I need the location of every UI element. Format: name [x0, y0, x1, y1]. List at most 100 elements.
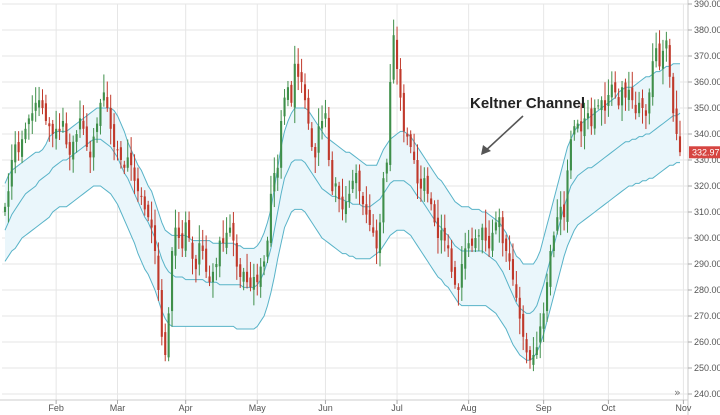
candle-body — [41, 100, 44, 108]
candle-body — [188, 220, 191, 238]
candle-body — [256, 274, 259, 283]
candle — [450, 239, 453, 279]
candle-body — [413, 151, 416, 160]
candle — [494, 211, 497, 235]
candle-body — [222, 238, 225, 244]
time-axis: FebMarAprMayJunJulAugSepOctNovDec — [48, 400, 692, 413]
candle — [433, 200, 436, 227]
candle-body — [566, 170, 569, 222]
candle-body — [610, 84, 613, 98]
candle — [188, 211, 191, 242]
candle-body — [668, 45, 671, 77]
candle — [126, 139, 129, 172]
candle — [661, 39, 665, 85]
candle-body — [447, 245, 450, 249]
candle — [522, 305, 525, 351]
candle-body — [20, 139, 24, 157]
candle-body — [467, 243, 470, 249]
candle-body — [280, 121, 283, 168]
candle-body — [14, 144, 17, 163]
candle-body — [464, 248, 467, 269]
candle-body — [423, 178, 426, 191]
candle — [375, 219, 378, 264]
candle — [644, 104, 647, 130]
candle — [525, 332, 528, 364]
candle — [648, 88, 651, 125]
candle-body — [525, 339, 528, 353]
candle-body — [518, 297, 521, 319]
candle — [130, 137, 133, 181]
candle-body — [399, 69, 402, 98]
candle-body — [303, 84, 307, 101]
candle — [498, 208, 501, 243]
price-axis: 390.00 380.00 370.00 360.00 350.00 340.00 330.… — [688, 0, 720, 399]
candle — [269, 175, 272, 247]
candle — [423, 167, 426, 202]
candle — [491, 219, 494, 257]
candle — [545, 273, 549, 322]
candle-body — [348, 193, 351, 202]
candle-body — [515, 284, 518, 298]
candle-body — [395, 39, 399, 69]
candle — [549, 244, 552, 296]
candle-body — [263, 261, 266, 267]
candle — [157, 242, 160, 301]
candle — [320, 105, 324, 140]
candle — [99, 98, 102, 135]
candle — [457, 283, 460, 306]
candle-body — [382, 178, 385, 223]
candle-body — [433, 204, 436, 223]
candle-body — [293, 63, 296, 108]
candle-body — [201, 245, 204, 251]
candle-body — [597, 105, 600, 107]
candle — [310, 122, 313, 151]
double-chevron-right-icon[interactable]: » — [674, 386, 681, 399]
candle — [624, 78, 627, 111]
candle-body — [27, 118, 30, 125]
candle — [116, 140, 119, 161]
candle-body — [89, 151, 92, 158]
y-tick-label: 360.00 — [694, 77, 720, 87]
candle-body — [106, 97, 109, 108]
last-price-label: 332.97 — [692, 147, 720, 157]
y-tick-label: 250.00 — [694, 363, 720, 373]
candle — [419, 165, 422, 202]
y-tick-label: 320.00 — [694, 181, 720, 191]
candle-body — [259, 266, 262, 287]
candle — [20, 130, 24, 164]
candle-body — [505, 238, 508, 251]
candle-body — [450, 248, 453, 272]
candle-body — [160, 290, 163, 337]
candle — [406, 127, 409, 146]
candle — [273, 157, 276, 208]
candle — [368, 194, 371, 232]
candle-body — [150, 219, 153, 228]
candle-body — [477, 235, 480, 237]
candle — [65, 112, 68, 149]
candle — [627, 71, 630, 111]
candle-body — [341, 196, 344, 210]
candle-body — [501, 217, 504, 244]
candle-body — [569, 139, 572, 171]
candle-body — [419, 178, 422, 189]
keltner-lower-band — [4, 162, 680, 361]
candle-body — [167, 313, 170, 358]
candle-body — [211, 271, 215, 283]
candle — [58, 113, 61, 140]
candle — [392, 19, 395, 84]
candle — [426, 167, 429, 203]
annotation-arrowhead — [481, 145, 491, 155]
candle-body — [389, 82, 392, 165]
candle-body — [641, 98, 644, 108]
candle-body — [31, 113, 34, 121]
candle — [331, 151, 334, 196]
candle-body — [174, 227, 177, 256]
candle-body — [17, 142, 20, 153]
candle-body — [409, 134, 412, 147]
candle — [167, 307, 170, 362]
candle — [7, 173, 10, 223]
y-tick-label: 380.00 — [694, 25, 720, 35]
candle — [34, 87, 37, 122]
candle — [184, 211, 187, 257]
